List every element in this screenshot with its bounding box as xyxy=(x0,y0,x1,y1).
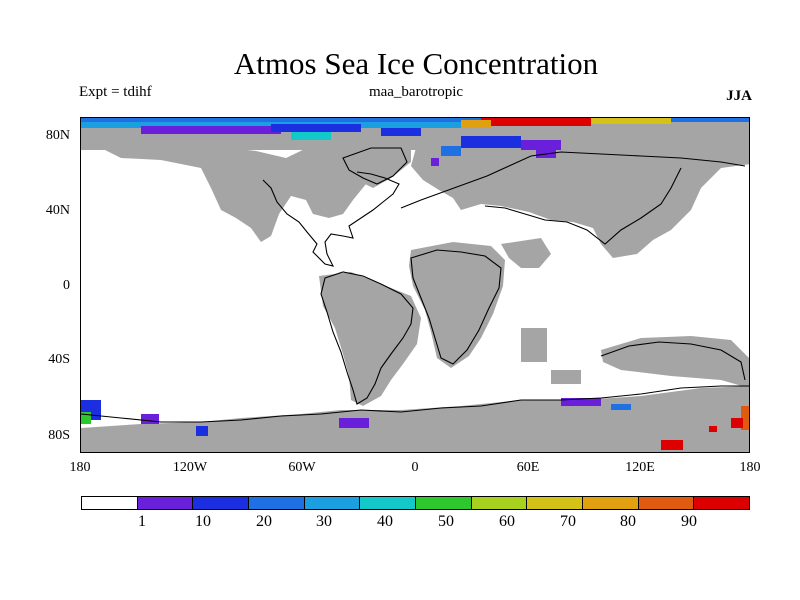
lon-label-120w: 120W xyxy=(172,460,208,475)
colorbar-label-30: 30 xyxy=(316,513,332,530)
season-label: JJA xyxy=(726,88,752,104)
lat-label-40n: 40N xyxy=(45,203,70,218)
lon-label-180e: 180 xyxy=(739,460,761,475)
land-mask xyxy=(81,122,749,452)
lat-label-80n: 80N xyxy=(45,128,70,143)
experiment-label: Expt = tdihf xyxy=(79,84,152,100)
map-canvas xyxy=(81,118,749,452)
colorbar-segment-8 xyxy=(527,497,584,509)
colorbar-segment-4 xyxy=(304,497,361,509)
land-australia xyxy=(601,336,749,388)
land-eurasia xyxy=(411,148,749,258)
colorbar-segment-1 xyxy=(137,497,194,509)
coast-south-america xyxy=(320,271,414,405)
colorbar-segment-10 xyxy=(638,497,695,509)
colorbar-segment-11 xyxy=(694,497,750,509)
colorbar-segment-3 xyxy=(249,497,305,509)
land-islands-south xyxy=(551,370,581,384)
lon-label-0: 0 xyxy=(411,460,419,475)
colorbar-label-20: 20 xyxy=(256,513,272,530)
land-madagascar xyxy=(521,328,547,362)
lon-label-180w: 180 xyxy=(69,460,91,475)
coast-greenland xyxy=(342,147,408,185)
sea-ice-cells xyxy=(81,118,749,450)
colorbar-segment-5 xyxy=(360,497,417,509)
colorbar-segment-0 xyxy=(82,497,138,509)
land-africa xyxy=(409,242,505,368)
colorbar-segment-9 xyxy=(583,497,639,509)
colorbar-label-70: 70 xyxy=(560,513,576,530)
colorbar xyxy=(81,496,750,510)
colorbar-label-1: 1 xyxy=(138,513,146,530)
land-north-america xyxy=(101,144,381,242)
chart-title: Atmos Sea Ice Concentration xyxy=(233,46,599,81)
sea-ice-map xyxy=(80,117,750,453)
colorbar-segment-7 xyxy=(471,497,528,509)
coastlines xyxy=(81,147,749,423)
colorbar-label-40: 40 xyxy=(377,513,393,530)
colorbar-label-10: 10 xyxy=(195,513,211,530)
lat-label-0: 0 xyxy=(63,278,70,293)
lat-label-80s: 80S xyxy=(48,428,70,443)
land-india xyxy=(501,238,551,268)
coast-north-america xyxy=(262,171,400,267)
coast-australia xyxy=(600,341,746,381)
colorbar-label-60: 60 xyxy=(499,513,515,530)
colorbar-segment-2 xyxy=(193,497,250,509)
lat-label-40s: 40S xyxy=(48,352,70,367)
coast-eurasia xyxy=(400,151,746,245)
colorbar-segment-6 xyxy=(416,497,472,509)
lon-label-120e: 120E xyxy=(625,460,655,475)
colorbar-label-50: 50 xyxy=(438,513,454,530)
run-name-label: maa_barotropic xyxy=(368,84,464,100)
coast-antarctica xyxy=(81,385,749,423)
coast-africa xyxy=(410,249,502,365)
land-south-america xyxy=(319,272,421,406)
colorbar-label-80: 80 xyxy=(620,513,636,530)
land-antarctica xyxy=(81,386,749,452)
lon-label-60e: 60E xyxy=(516,460,540,475)
colorbar-label-90: 90 xyxy=(681,513,697,530)
lon-label-60w: 60W xyxy=(288,460,316,475)
